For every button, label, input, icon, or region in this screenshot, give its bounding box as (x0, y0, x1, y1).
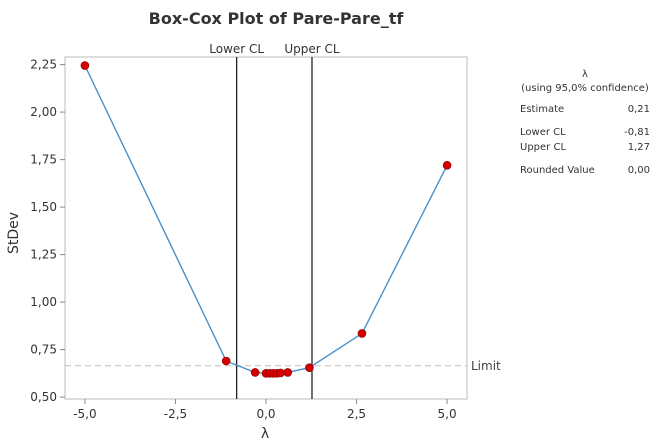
stat-value: -0,81 (624, 127, 650, 138)
y-tick-label: 2,00 (30, 105, 57, 119)
stat-row-rounded-value: Rounded Value 0,00 (520, 163, 650, 178)
y-tick-label: 0,75 (30, 343, 57, 357)
plot-area (64, 56, 468, 400)
lambda-stats-panel: λ (using 95,0% confidence) Estimate 0,21… (520, 68, 650, 178)
stat-label: Estimate (520, 104, 565, 115)
stat-value: 0,21 (627, 104, 650, 115)
y-tick-label: 1,50 (30, 200, 57, 214)
data-point (276, 368, 285, 378)
stat-label: Upper CL (520, 142, 567, 153)
x-axis-label: λ (261, 426, 269, 442)
stat-label: Lower CL (520, 127, 566, 138)
x-tick-label: -2,5 (164, 407, 187, 421)
stat-label: Rounded Value (520, 165, 595, 176)
data-point (80, 61, 90, 70)
stat-row-upper-cl: Upper CL 1,27 (520, 140, 650, 155)
chart-title: Box-Cox Plot of Pare-Pare_tf (149, 9, 405, 28)
data-point (250, 368, 260, 377)
y-tick-label: 1,25 (30, 248, 57, 262)
limit-label: Limit (471, 359, 501, 373)
panel-subheading: (using 95,0% confidence) (521, 83, 649, 94)
cl-label: Upper CL (284, 42, 340, 56)
y-tick-label: 0,50 (30, 390, 57, 404)
x-tick-label: 5,0 (438, 407, 457, 421)
x-tick-label: 0,0 (256, 407, 275, 421)
data-point (221, 356, 231, 366)
data-point (357, 329, 367, 338)
cl-label: Lower CL (209, 42, 264, 56)
stat-row-estimate: Estimate 0,21 (520, 102, 650, 117)
data-point (283, 368, 293, 377)
data-point (442, 161, 452, 170)
data-point (305, 363, 314, 372)
stat-value: 0,00 (627, 165, 650, 176)
panel-heading: λ (582, 69, 588, 80)
y-axis-label: StDev (6, 212, 22, 254)
x-tick-label: -5,0 (73, 407, 96, 421)
y-tick-label: 1,00 (30, 295, 57, 309)
stat-value: 1,27 (627, 142, 650, 153)
stat-row-lower-cl: Lower CL -0,81 (520, 125, 650, 140)
y-tick-label: 1,75 (30, 153, 57, 167)
y-tick-label: 2,25 (30, 58, 57, 72)
x-tick-label: 2,5 (347, 407, 366, 421)
